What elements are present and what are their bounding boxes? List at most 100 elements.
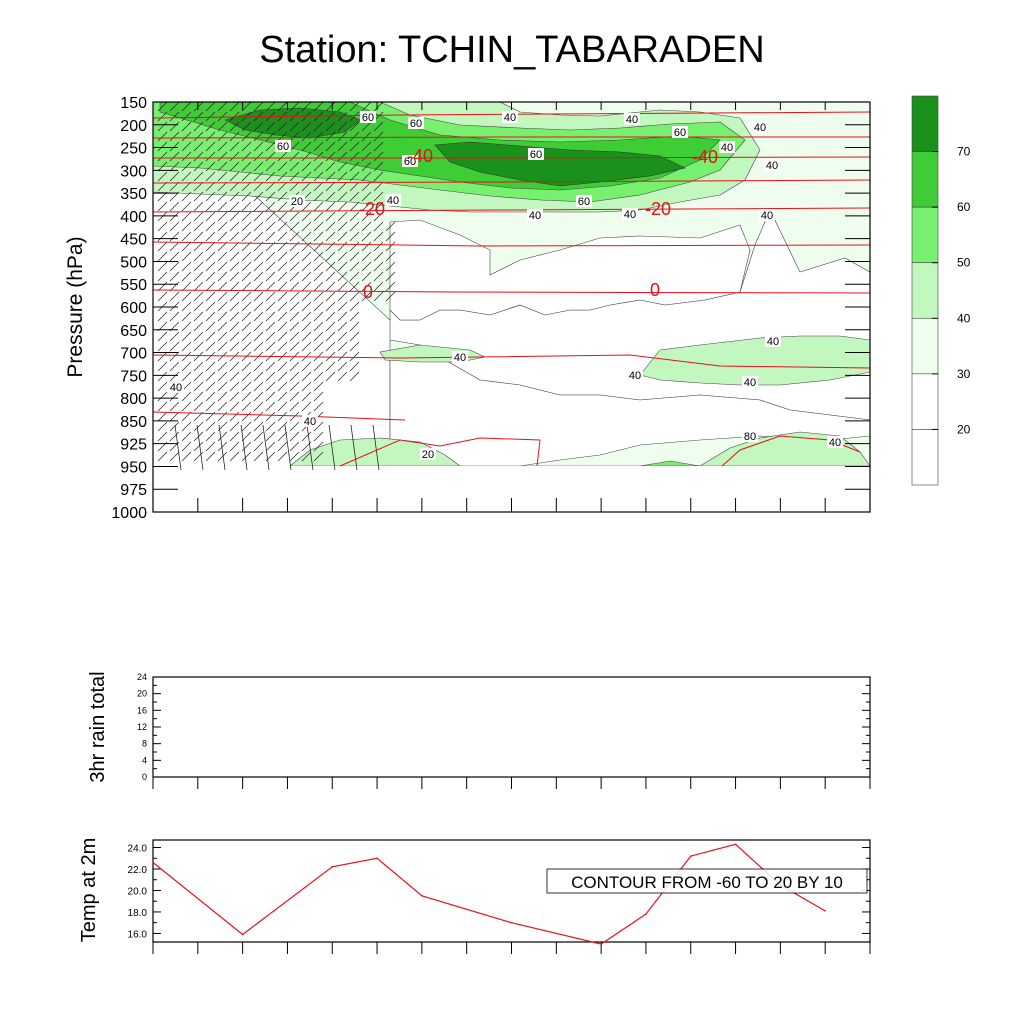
rh-contour-label: 40 [504, 112, 516, 124]
wind-barb [229, 131, 240, 142]
cross-section-ticks [153, 101, 870, 513]
wind-barb [361, 221, 372, 232]
temperature-contour-line [153, 156, 870, 159]
wind-barb [313, 121, 324, 132]
wind-barb [313, 321, 324, 332]
wind-barb [361, 241, 372, 252]
wind-barb [229, 361, 240, 372]
temp2m-point [376, 857, 378, 860]
wind-barb [253, 401, 264, 412]
wind-barb [169, 411, 180, 422]
wind-barb [253, 102, 264, 112]
rain-tick-label: 16 [137, 705, 147, 715]
wind-barb [253, 391, 264, 402]
colorbar-label: 50 [957, 256, 971, 270]
pressure-tick-label: 1000 [111, 505, 147, 522]
wind-barb [205, 301, 216, 312]
wind-barb [217, 131, 228, 142]
wind-barb [217, 191, 228, 202]
pressure-tick-label: 550 [120, 277, 147, 294]
wind-barb [313, 102, 324, 112]
pressure-tick-label: 700 [120, 346, 147, 363]
rh-contour-label: 40 [629, 370, 641, 382]
wind-barb [277, 211, 288, 222]
wind-barb [277, 401, 288, 412]
rh-lower-patch-right [639, 335, 870, 386]
wind-barb [181, 141, 192, 152]
wind-barb [241, 441, 252, 452]
wind-barb [373, 231, 384, 242]
wind-barb [253, 371, 264, 382]
temp2m-point [510, 921, 513, 924]
wind-barb [193, 281, 204, 292]
temp2m-point [734, 843, 737, 846]
wind-barb [253, 311, 264, 322]
wind-barbs [157, 102, 396, 471]
wind-barb [361, 291, 372, 302]
wind-barb [217, 381, 228, 392]
wind-barb [253, 291, 264, 302]
wind-barb [337, 221, 348, 232]
wind-barb [217, 291, 228, 302]
wind-barb [265, 181, 276, 192]
wind-barb [325, 321, 336, 332]
wind-barb [349, 341, 360, 352]
wind-barb [289, 391, 300, 402]
wind-barb [349, 261, 360, 272]
wind-barb [361, 281, 372, 292]
temp2m-panel: 16.0 18.0 20.0 22.0 24.0 CONTOUR FROM -60 TO… [78, 838, 871, 954]
chart-title: Station: TCHIN_TABARADEN [259, 29, 764, 71]
wind-barb [325, 191, 336, 202]
wind-barb [337, 102, 348, 112]
wind-barb [313, 441, 324, 452]
wind-barb [169, 151, 180, 162]
wind-barb [313, 281, 324, 292]
wind-barb [196, 424, 204, 471]
wind-barb [306, 424, 314, 471]
rh-label-bg [528, 148, 544, 160]
wind-barb [205, 231, 216, 242]
wind-barb [325, 351, 336, 362]
wind-barb [193, 121, 204, 132]
rh-contour-label: 60 [674, 127, 686, 139]
temperature-contour-line [153, 111, 870, 119]
wind-barb [157, 391, 168, 402]
wind-barb [229, 102, 240, 112]
wind-barb [289, 221, 300, 232]
wind-barb [241, 161, 252, 172]
wind-barb [265, 271, 276, 282]
wind-barb [193, 241, 204, 252]
rh-contour-label: 80 [744, 431, 756, 443]
wind-barb [193, 102, 204, 112]
wind-barb [337, 161, 348, 172]
rh-label-bg [420, 448, 436, 460]
wind-barb [169, 221, 180, 232]
wind-barb [253, 131, 264, 142]
wind-barb [229, 341, 240, 352]
rh-contour-label: 40 [744, 377, 756, 389]
wind-barb [253, 361, 264, 372]
wind-barb [241, 121, 252, 132]
wind-barb [325, 241, 336, 252]
wind-barb [253, 201, 264, 212]
wind-barb [241, 102, 252, 112]
wind-barb [301, 171, 312, 182]
wind-barb [265, 441, 276, 452]
wind-barb [181, 361, 192, 372]
wind-barb [277, 281, 288, 292]
wind-barb [205, 401, 216, 412]
rh-label-bg [627, 369, 643, 381]
wind-barb [193, 401, 204, 412]
rh-label-bg [624, 113, 640, 125]
wind-barb [193, 351, 204, 362]
wind-barb [337, 371, 348, 382]
rh-label-bg [168, 381, 184, 393]
wind-barb [313, 161, 324, 172]
temperature-contour-label: -20 [645, 199, 671, 219]
wind-barb [349, 141, 360, 152]
wind-barb [157, 291, 168, 302]
rh-label-bg [275, 140, 291, 152]
wind-barb [169, 341, 180, 352]
wind-barb [241, 261, 252, 272]
wind-barb [205, 191, 216, 202]
